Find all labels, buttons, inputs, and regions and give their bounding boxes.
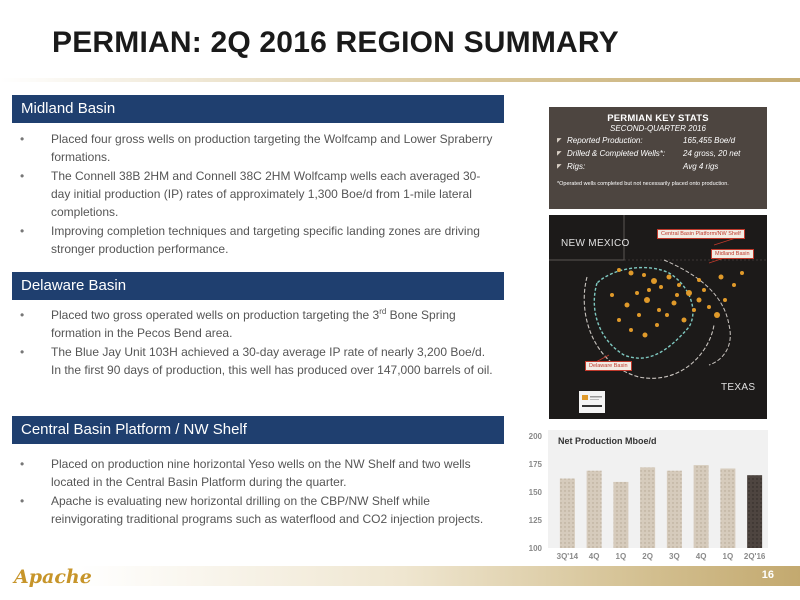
bullet-marker: • — [20, 457, 25, 471]
y-tick-label: 150 — [529, 488, 543, 497]
y-tick-label: 200 — [529, 432, 543, 441]
bullet-item: • Apache is evaluating new horizontal dri… — [20, 494, 484, 526]
bar — [559, 478, 575, 548]
x-tick-label: 3Q — [669, 552, 680, 561]
key-stats-title: PERMIAN KEY STATS — [607, 113, 709, 124]
cbp-nw-shelf-bullets: • Placed on production nine horizontal Ye… — [20, 455, 496, 529]
chart-title: Net Production Mboe/d — [558, 436, 657, 446]
bullet-marker: • — [20, 169, 25, 183]
x-tick-label: 4Q — [589, 552, 600, 561]
legend-graphic — [582, 395, 602, 407]
y-tick-label: 100 — [529, 544, 543, 553]
arrow-icon: ◤ — [557, 164, 562, 170]
cbp-nw-shelf-header: Central Basin Platform / NW Shelf — [12, 416, 504, 444]
bar — [586, 470, 602, 548]
bullet-marker: • — [20, 494, 25, 508]
bullet-item: • Improving completion techniques and tar… — [20, 224, 480, 256]
page-title: PERMIAN: 2Q 2016 REGION SUMMARY — [52, 26, 619, 59]
x-tick-label: 1Q — [723, 552, 734, 561]
delaware-basin-header: Delaware Basin — [12, 272, 504, 300]
page-number: 16 — [761, 569, 774, 581]
map-label-new-mexico: NEW MEXICO — [561, 238, 630, 249]
bullet-item: • The Blue Jay Unit 103H achieved a 30-da… — [20, 345, 493, 377]
stat-row-wells: ◤ Drilled & Completed Wells*: 24 gross, … — [557, 149, 741, 158]
chart-svg: Net Production Mboe/d 100 125 150 175 200 3Q… — [529, 430, 768, 561]
map-legend — [579, 391, 605, 413]
bullet-item: • The Connell 38B 2HM and Connell 38C 2HM… — [20, 169, 481, 219]
bullet-marker: • — [20, 308, 25, 322]
y-tick-label: 125 — [529, 516, 543, 525]
map-tag-cbp: Central Basin Platform/NW Shelf — [657, 229, 745, 239]
x-tick-label: 1Q — [616, 552, 627, 561]
bullet-item: • Placed four gross wells on production t… — [20, 132, 493, 164]
key-stats-panel: PERMIAN KEY STATS SECOND-QUARTER 2016 ◤ … — [549, 107, 767, 209]
bar — [613, 481, 629, 548]
bar — [747, 475, 763, 548]
bar — [640, 467, 656, 548]
stat-row-rigs: ◤ Rigs: Avg 4 rigs — [557, 162, 719, 171]
midland-basin-bullets: • Placed four gross wells on production t… — [20, 130, 496, 259]
permian-map: NEW MEXICO TEXAS Central Basin Platform/… — [549, 215, 767, 419]
title-divider — [0, 78, 800, 82]
map-tag-midland: Midland Basin — [711, 249, 754, 259]
map-tag-delaware: Delaware Basin — [585, 361, 632, 371]
bullet-marker: • — [20, 132, 25, 146]
stat-row-production: ◤ Reported Production: 165,455 Boe/d — [557, 136, 736, 145]
midland-basin-header: Midland Basin — [12, 95, 504, 123]
delaware-basin-bullets: • Placed two gross operated wells on prod… — [20, 306, 496, 380]
net-production-chart: Net Production Mboe/d 100 125 150 175 200 3Q… — [520, 426, 772, 566]
x-tick-label: 2Q — [642, 552, 653, 561]
bullet-item: • Placed two gross operated wells on prod… — [20, 307, 456, 341]
y-tick-label: 175 — [529, 460, 543, 469]
bar — [720, 468, 736, 548]
footer-divider — [78, 566, 800, 586]
x-tick-label: 4Q — [696, 552, 707, 561]
bullet-marker: • — [20, 345, 25, 359]
key-stats-subtitle: SECOND-QUARTER 2016 — [610, 124, 706, 133]
apache-logo: Apache — [14, 566, 92, 588]
arrow-icon: ◤ — [557, 151, 562, 157]
bullet-item: • Placed on production nine horizontal Ye… — [20, 457, 471, 489]
x-tick-label: 2Q'16 — [744, 552, 766, 561]
x-tick-label: 3Q'14 — [557, 552, 579, 561]
bar — [693, 465, 709, 548]
map-label-texas: TEXAS — [721, 382, 756, 393]
key-stats-footnote: *Operated wells completed but not necess… — [557, 181, 729, 187]
bar — [666, 470, 682, 548]
arrow-icon: ◤ — [557, 138, 562, 144]
bullet-marker: • — [20, 224, 25, 238]
